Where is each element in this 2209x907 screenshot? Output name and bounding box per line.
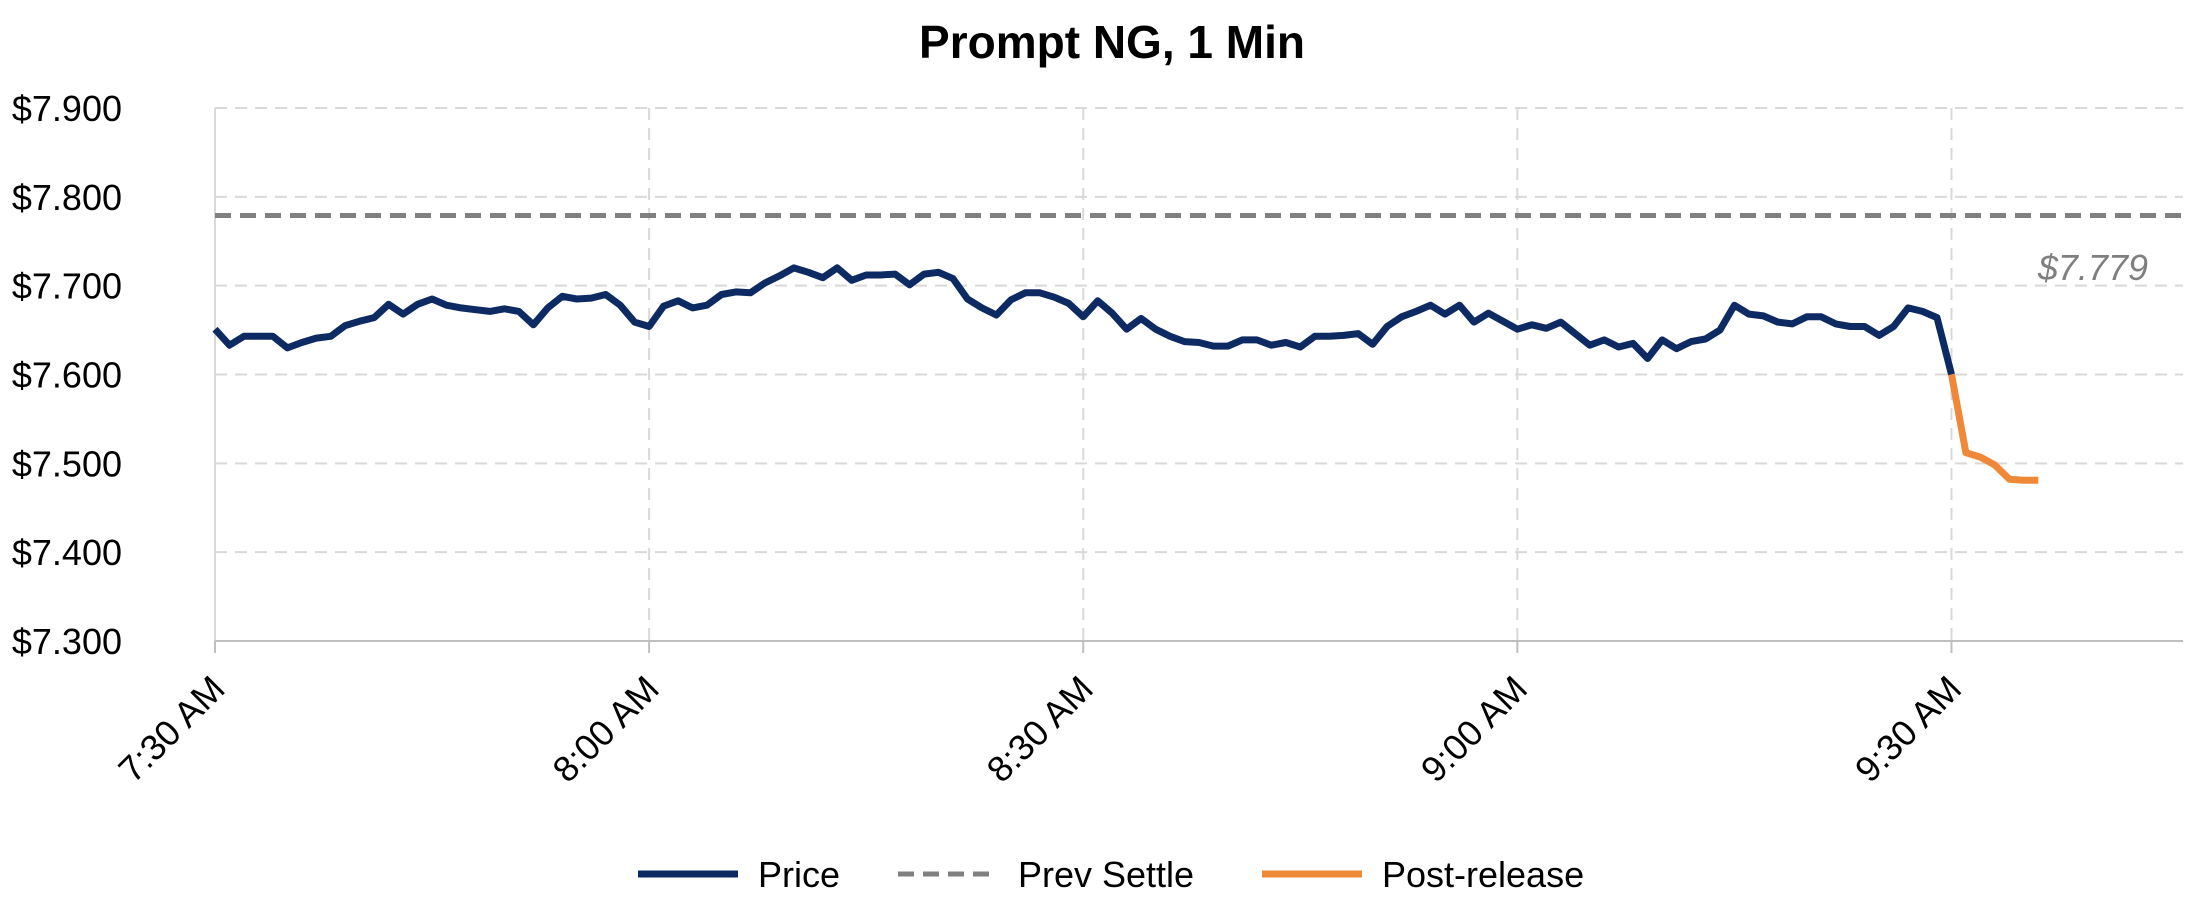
x-tick-label: 9:00 AM [1413,668,1535,790]
y-tick-label: $7.300 [12,621,122,662]
x-tick-label: 9:30 AM [1847,668,1969,790]
y-tick-label: $7.700 [12,266,122,307]
y-tick-label: $7.600 [12,355,122,396]
x-tick-label: 8:00 AM [544,668,666,790]
x-tick-label: 8:30 AM [978,668,1100,790]
legend-label: Price [758,854,840,895]
legend-label: Post-release [1382,854,1584,895]
prev-settle-value-label: $7.779 [2037,247,2148,288]
y-tick-label: $7.400 [12,532,122,573]
series-layer [212,212,2183,484]
series-line-post-release [1948,373,2039,484]
y-tick-label: $7.900 [12,88,122,129]
y-tick-label: $7.800 [12,177,122,218]
annotations: $7.779 [2037,247,2148,288]
x-tick-label: 7:30 AM [110,668,232,790]
legend: Price Prev Settle Post-release [638,854,1584,895]
grid [215,107,2183,641]
series-line-price [212,264,1955,376]
chart-title: Prompt NG, 1 Min [919,16,1305,68]
legend-label: Prev Settle [1018,854,1194,895]
axes: $7.300 $7.400 $7.500 $7.600 $7.700 $7.800 $7.9… [12,88,2183,790]
y-tick-label: $7.500 [12,443,122,484]
